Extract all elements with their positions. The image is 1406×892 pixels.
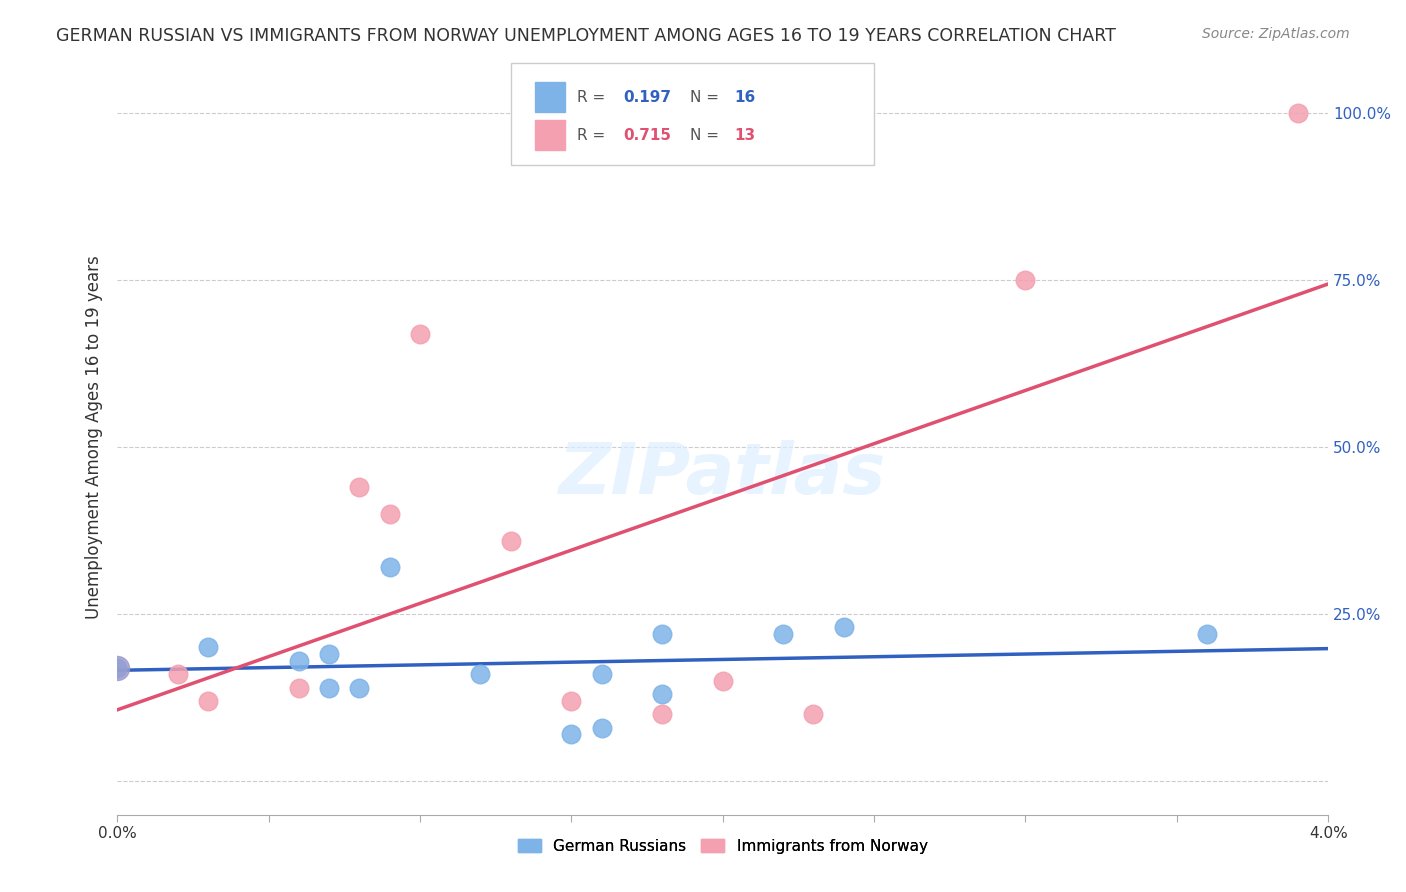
Point — [197, 640, 219, 655]
Point — [651, 687, 673, 701]
Point — [651, 707, 673, 722]
Point — [378, 507, 401, 521]
Point — [318, 681, 340, 695]
Point — [318, 647, 340, 661]
Text: ZIPatlas: ZIPatlas — [560, 441, 886, 509]
Text: GERMAN RUSSIAN VS IMMIGRANTS FROM NORWAY UNEMPLOYMENT AMONG AGES 16 TO 19 YEARS : GERMAN RUSSIAN VS IMMIGRANTS FROM NORWAY… — [56, 27, 1116, 45]
Bar — [534, 82, 565, 112]
Point — [499, 533, 522, 548]
Legend: German Russians, Immigrants from Norway: German Russians, Immigrants from Norway — [512, 832, 934, 860]
Text: 0.715: 0.715 — [623, 128, 672, 143]
Point — [1286, 106, 1309, 120]
Text: N =: N = — [690, 128, 724, 143]
Point — [349, 480, 371, 494]
Point — [288, 654, 311, 668]
Point — [197, 694, 219, 708]
Y-axis label: Unemployment Among Ages 16 to 19 years: Unemployment Among Ages 16 to 19 years — [86, 255, 103, 619]
Text: Source: ZipAtlas.com: Source: ZipAtlas.com — [1202, 27, 1350, 41]
Point — [560, 727, 582, 741]
Point — [378, 560, 401, 574]
Text: 0.197: 0.197 — [623, 90, 672, 105]
Text: R =: R = — [578, 90, 610, 105]
Text: R =: R = — [578, 128, 610, 143]
Point — [591, 667, 613, 681]
Point — [166, 667, 188, 681]
Point — [711, 673, 734, 688]
Point — [832, 620, 855, 634]
Point — [651, 627, 673, 641]
Point — [560, 694, 582, 708]
Point — [1014, 273, 1036, 287]
Text: 16: 16 — [735, 90, 756, 105]
Text: N =: N = — [690, 90, 724, 105]
Point — [591, 721, 613, 735]
Point — [772, 627, 794, 641]
Text: 13: 13 — [735, 128, 756, 143]
Bar — [534, 120, 565, 150]
Point — [470, 667, 492, 681]
Point — [105, 660, 128, 674]
Point — [409, 326, 432, 341]
Point — [1195, 627, 1218, 641]
Point — [349, 681, 371, 695]
Point — [105, 660, 128, 674]
Point — [288, 681, 311, 695]
Point — [803, 707, 825, 722]
FancyBboxPatch shape — [510, 63, 875, 165]
